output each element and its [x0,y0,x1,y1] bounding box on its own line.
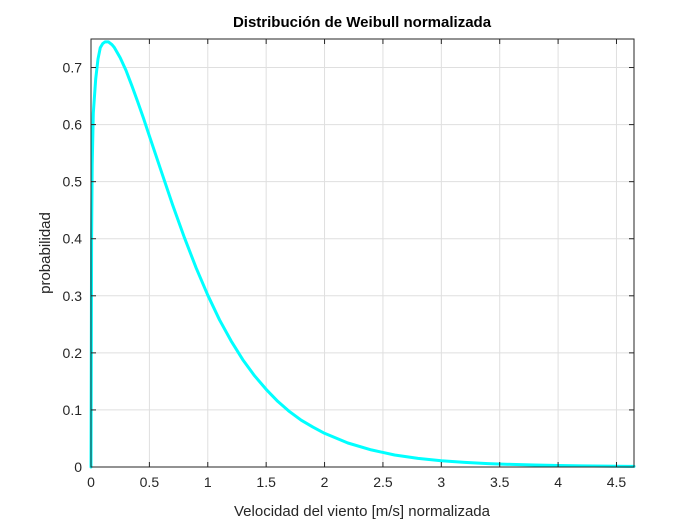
tick-layer [90,39,634,468]
x-tick-label: 2 [321,474,329,490]
chart-title: Distribución de Weibull normalizada [233,14,492,31]
y-tick-label: 0.4 [63,231,83,247]
y-tick-label: 0.7 [63,60,83,76]
plot-frame [90,38,635,468]
y-tick-label: 0.2 [63,345,83,361]
x-tick-label: 3.5 [490,474,510,490]
series-line [89,40,636,469]
y-axis-label: probabilidad [37,212,54,294]
y-tick-label: 0 [74,459,82,475]
x-tick-label: 3 [437,474,445,490]
x-tick-label: 4 [554,474,562,490]
x-tick-label: 0 [87,474,95,490]
y-tick-label: 0.5 [63,174,83,190]
x-tick-labels: 0 0.5 1 1.5 2 2.5 3 3.5 4 4.5 [87,474,626,490]
plot-background [91,39,634,467]
x-tick-label: 1 [204,474,212,490]
y-tick-label: 0.1 [63,402,83,418]
x-tick-label: 4.5 [607,474,627,490]
series-layer [89,40,636,469]
x-tick-label: 0.5 [140,474,160,490]
y-tick-label: 0.3 [63,288,83,304]
x-tick-label: 1.5 [256,474,276,490]
y-tick-labels: 0 0.1 0.2 0.3 0.4 0.5 0.6 0.7 [63,60,83,475]
x-axis-label: Velocidad del viento [m/s] normalizada [234,503,491,520]
x-tick-label: 2.5 [373,474,393,490]
y-tick-label: 0.6 [63,117,83,133]
